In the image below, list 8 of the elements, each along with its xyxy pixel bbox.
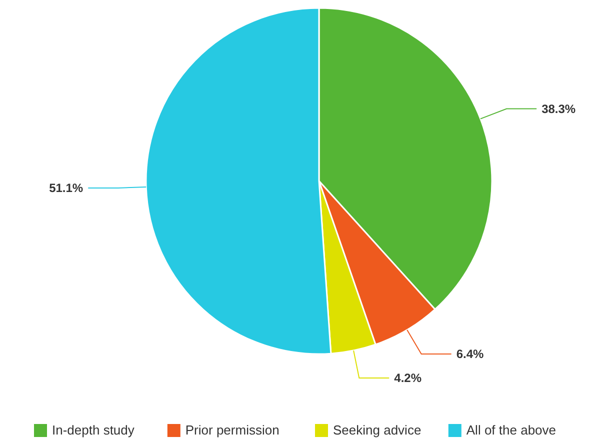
data-label: 4.2% — [394, 371, 422, 386]
legend-label: In-depth study — [52, 422, 135, 438]
data-label: 38.3% — [542, 102, 576, 116]
data-label: 51.1% — [49, 181, 84, 196]
legend-label: Seeking advice — [333, 422, 422, 438]
data-label: 6.4% — [456, 347, 484, 362]
legend-label: All of the above — [466, 422, 556, 438]
legend-label: Prior permission — [185, 422, 280, 438]
